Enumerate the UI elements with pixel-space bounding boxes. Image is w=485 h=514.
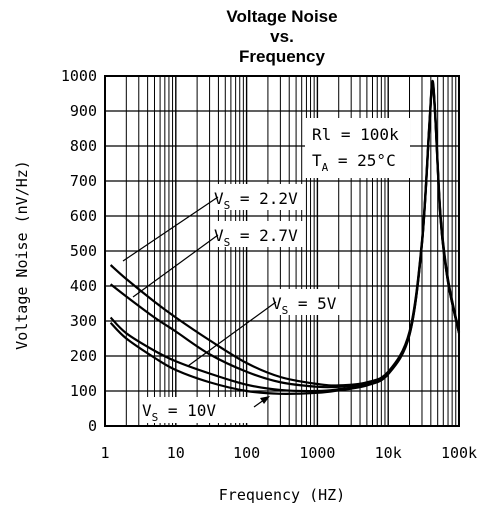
series-line-4 [109,83,461,395]
conditions-box: Rl = 100k TA = 25°C [305,118,410,178]
x-tick-label: 1000 [299,444,335,462]
grid-lines [104,75,459,427]
plot-frame [104,75,460,427]
y-tick-label: 800 [70,137,97,155]
x-tick-label: 10 [167,444,185,462]
title-line-1: Voltage Noise [226,7,337,26]
y-tick-labels: 0 100 200 300 400 500 600 700 800 900 1000 [61,67,97,435]
y-tick-label: 1000 [61,67,97,85]
x-tick-labels: 1 10 100 1000 10k 100k [100,444,477,462]
y-tick-label: 0 [88,417,97,435]
svg-text:VS = 2.2V: VS = 2.2V [214,189,298,212]
y-tick-label: 700 [70,172,97,190]
x-tick-label: 100 [233,444,260,462]
title-line-3: Frequency [239,47,326,66]
svg-text:VS = 10V: VS = 10V [142,401,216,424]
chart-title: Voltage Noise vs. Frequency [226,7,337,66]
svg-text:VS = 2.7V: VS = 2.7V [214,226,298,249]
series-label-vs-2-2v: VS = 2.2V [122,184,304,262]
x-tick-label: 1 [100,444,109,462]
ta-condition: TA = 25°C [312,151,396,174]
y-axis-label: Voltage Noise (nV/Hz) [13,160,31,350]
x-tick-label: 100k [441,444,477,462]
series-labels: VS = 2.2V VS = 2.7V VS = 5V VS = 10V [122,184,346,424]
series-label-vs-5v: VS = 5V [187,289,346,367]
y-tick-label: 400 [70,277,97,295]
x-tick-label: 10k [375,444,402,462]
noise-curves [109,79,461,395]
y-tick-label: 200 [70,347,97,365]
title-line-2: vs. [270,27,294,46]
rl-condition: Rl = 100k [312,125,399,144]
svg-text:VS = 5V: VS = 5V [272,294,337,317]
y-tick-label: 900 [70,102,97,120]
series-label-vs-10v: VS = 10V [140,396,270,424]
y-tick-label: 600 [70,207,97,225]
y-tick-label: 300 [70,312,97,330]
y-tick-label: 500 [70,242,97,260]
y-tick-label: 100 [70,382,97,400]
x-axis-label: Frequency (HZ) [219,486,345,504]
series-label-vs-2-7v: VS = 2.7V [132,221,304,298]
